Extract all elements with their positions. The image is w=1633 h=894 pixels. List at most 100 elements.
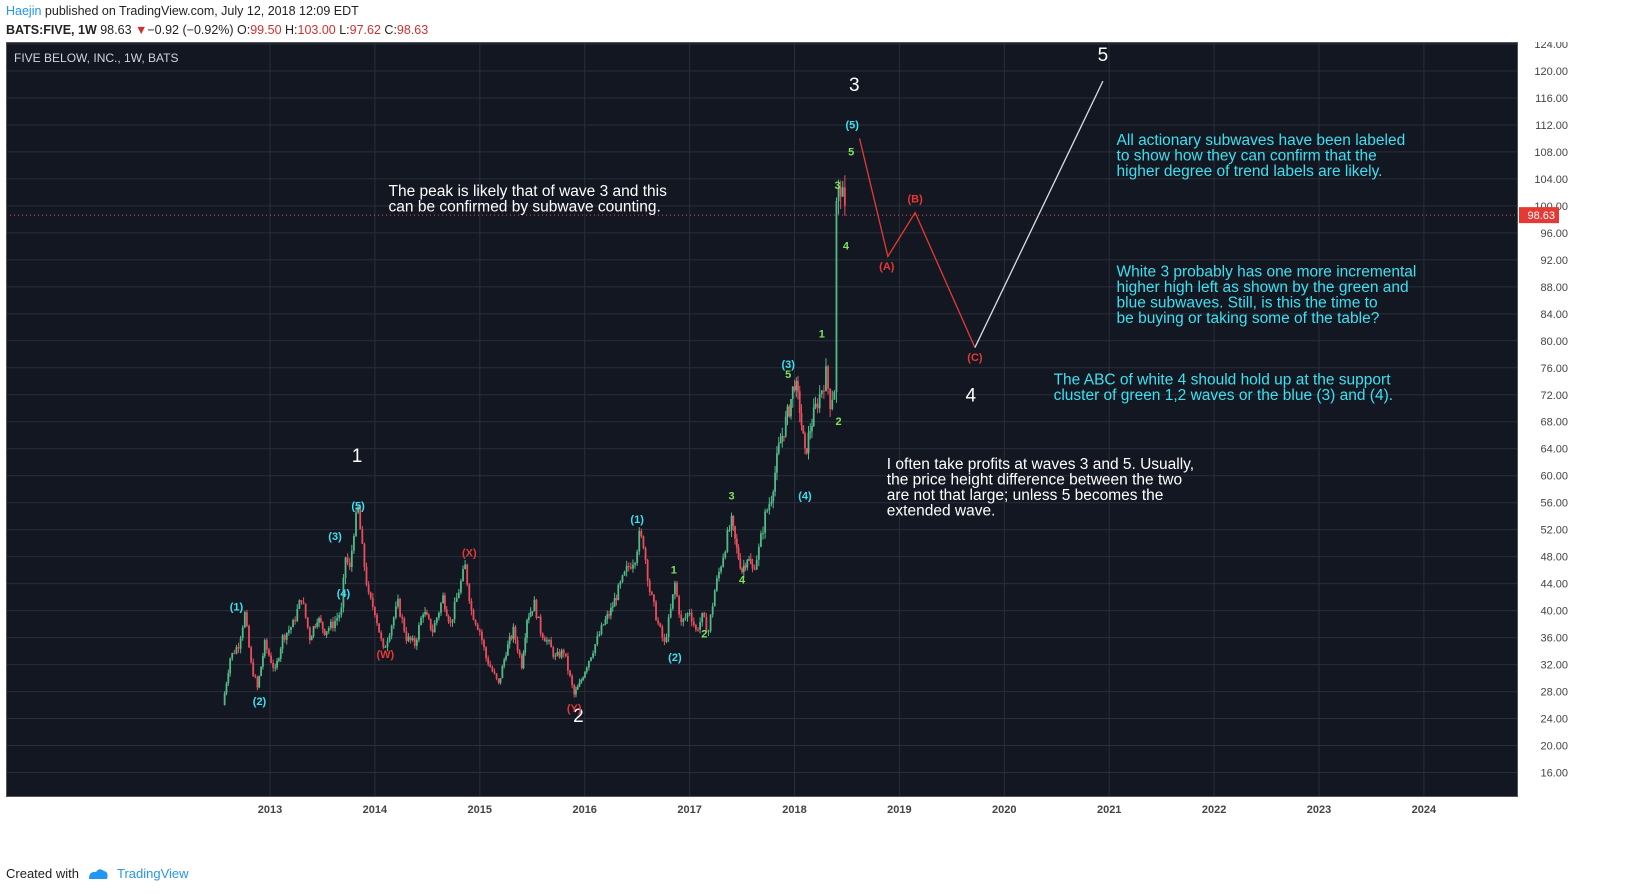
candle-body (818, 393, 821, 409)
candle-body (314, 626, 317, 628)
note-line: The ABC of white 4 should hold up at the… (1054, 372, 1392, 389)
candle-body (340, 607, 343, 615)
note-1: The peak is likely that of wave 3 and th… (389, 183, 668, 216)
candle-body (287, 629, 290, 633)
candle-body (390, 625, 393, 636)
candle-body (527, 616, 530, 621)
text-notes: The peak is likely that of wave 3 and th… (389, 132, 1417, 519)
price-axis[interactable]: 124.00120.00116.00112.00108.00104.00100.… (1519, 39, 1568, 780)
candle-body (623, 571, 626, 576)
candle-body (427, 614, 430, 619)
candle-body (779, 441, 782, 444)
candle-body (254, 675, 257, 678)
chart-area[interactable]: 1 2 3 4 5 (1) (2) (3) (4) (5) (1) (2) (3) (4) (5) 1 2 3 4 5… (6, 39, 1627, 860)
candle-body (764, 511, 767, 534)
candle-body (642, 536, 645, 549)
candle-body (585, 667, 588, 672)
time-axis-background (6, 796, 1627, 860)
x-tick-label: 2014 (363, 804, 388, 816)
candle-body (580, 680, 583, 683)
candle-body (489, 664, 492, 668)
candle-body (445, 609, 448, 616)
candle-body (793, 386, 796, 391)
candle-body (526, 620, 528, 639)
note-line: are not that large; unless 5 becomes the (887, 487, 1164, 504)
candle-body (554, 655, 557, 657)
candle-body (684, 617, 687, 619)
candle-body (805, 448, 808, 454)
price-axis-background (1518, 42, 1627, 796)
candle-body (270, 655, 272, 663)
candle-body (278, 658, 280, 661)
candle-body (529, 611, 532, 617)
tradingview-link[interactable]: TradingView (116, 866, 189, 881)
price-chart[interactable]: 1 2 3 4 5 (1) (2) (3) (4) (5) (1) (2) (3) (4) (5) 1 2 3 4 5… (6, 39, 1627, 860)
note-line: can be confirmed by subwave counting. (389, 198, 661, 215)
candle-body (243, 612, 246, 628)
candle-body (762, 533, 764, 535)
candle-body (258, 675, 261, 688)
open-label: O: (237, 23, 251, 37)
candle-body (460, 580, 462, 593)
wave-label-green: 2 (835, 416, 841, 428)
candle-body (394, 606, 397, 618)
wave-label-green: 4 (739, 575, 746, 587)
candle-body (788, 406, 791, 417)
low-value: 97.62 (349, 23, 381, 37)
candle-body (321, 621, 324, 629)
candle-body (485, 647, 487, 659)
candle-body (800, 412, 803, 426)
candle-body (680, 614, 683, 622)
candle-body (741, 568, 743, 573)
candle-body (252, 662, 255, 676)
wave-labels: 1 2 3 4 5 (1) (2) (3) (4) (5) (1) (2) (3) (4) (5) 1 2 3 4 5… (230, 45, 1108, 727)
open-value: 99.50 (250, 23, 282, 37)
candle-body (455, 598, 458, 602)
y-tick-label: 104.00 (1534, 174, 1568, 186)
candle-body (382, 638, 385, 648)
candle-body (596, 636, 599, 645)
last-price-label: 98.63 (1527, 210, 1555, 222)
x-tick-label: 2021 (1097, 804, 1121, 816)
wave-label-cyan: (5) (845, 119, 859, 131)
candle-body (442, 595, 444, 604)
close-value: 98.63 (396, 23, 429, 37)
candle-body (403, 618, 406, 632)
candle-body (318, 618, 320, 623)
candle-body (304, 603, 307, 618)
candle-body (290, 627, 292, 630)
candle-body (648, 580, 651, 593)
y-tick-label: 44.00 (1540, 579, 1568, 591)
candle-body (312, 626, 315, 637)
y-tick-label: 88.00 (1540, 282, 1568, 294)
candle-body (407, 636, 410, 641)
candle-body (655, 602, 657, 621)
candle-body (338, 614, 341, 618)
candle-body (653, 594, 655, 603)
candle-body (703, 612, 706, 617)
candle-body (665, 637, 668, 642)
note-2: All actionary subwaves have been labeled… (1117, 132, 1406, 180)
candle-body (835, 201, 838, 393)
x-tick-label: 2023 (1307, 804, 1331, 816)
y-tick-label: 84.00 (1540, 309, 1568, 321)
candle-body (627, 565, 630, 568)
candle-body (491, 667, 494, 672)
author-link[interactable]: Haejin (6, 4, 42, 18)
y-tick-label: 60.00 (1540, 471, 1568, 483)
candle-body (625, 565, 628, 572)
candle-body (715, 578, 718, 591)
symbol-label: BATS:FIVE, 1W (6, 23, 97, 37)
candle-body (329, 621, 332, 629)
candle-body (506, 644, 509, 656)
candle-body (361, 529, 364, 544)
wave-label-cyan: (3) (781, 359, 795, 371)
candle-body (411, 638, 414, 641)
candle-body (602, 624, 605, 626)
candle-body (401, 616, 404, 619)
candle-body (466, 564, 469, 585)
candle-body (294, 620, 297, 622)
candle-body (711, 606, 714, 615)
candle-body (241, 627, 244, 638)
time-axis[interactable]: 2013 2014 2015 2016 2017 2018 2019 2020 2021 2022… (258, 804, 1437, 816)
